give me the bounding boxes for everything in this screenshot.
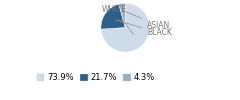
Wedge shape <box>101 3 150 52</box>
Text: ASIAN: ASIAN <box>126 12 170 30</box>
Wedge shape <box>119 3 125 28</box>
Text: BLACK: BLACK <box>116 20 172 38</box>
Text: WHITE: WHITE <box>102 5 133 35</box>
Legend: 73.9%, 21.7%, 4.3%: 73.9%, 21.7%, 4.3% <box>33 70 159 86</box>
Wedge shape <box>101 4 125 29</box>
